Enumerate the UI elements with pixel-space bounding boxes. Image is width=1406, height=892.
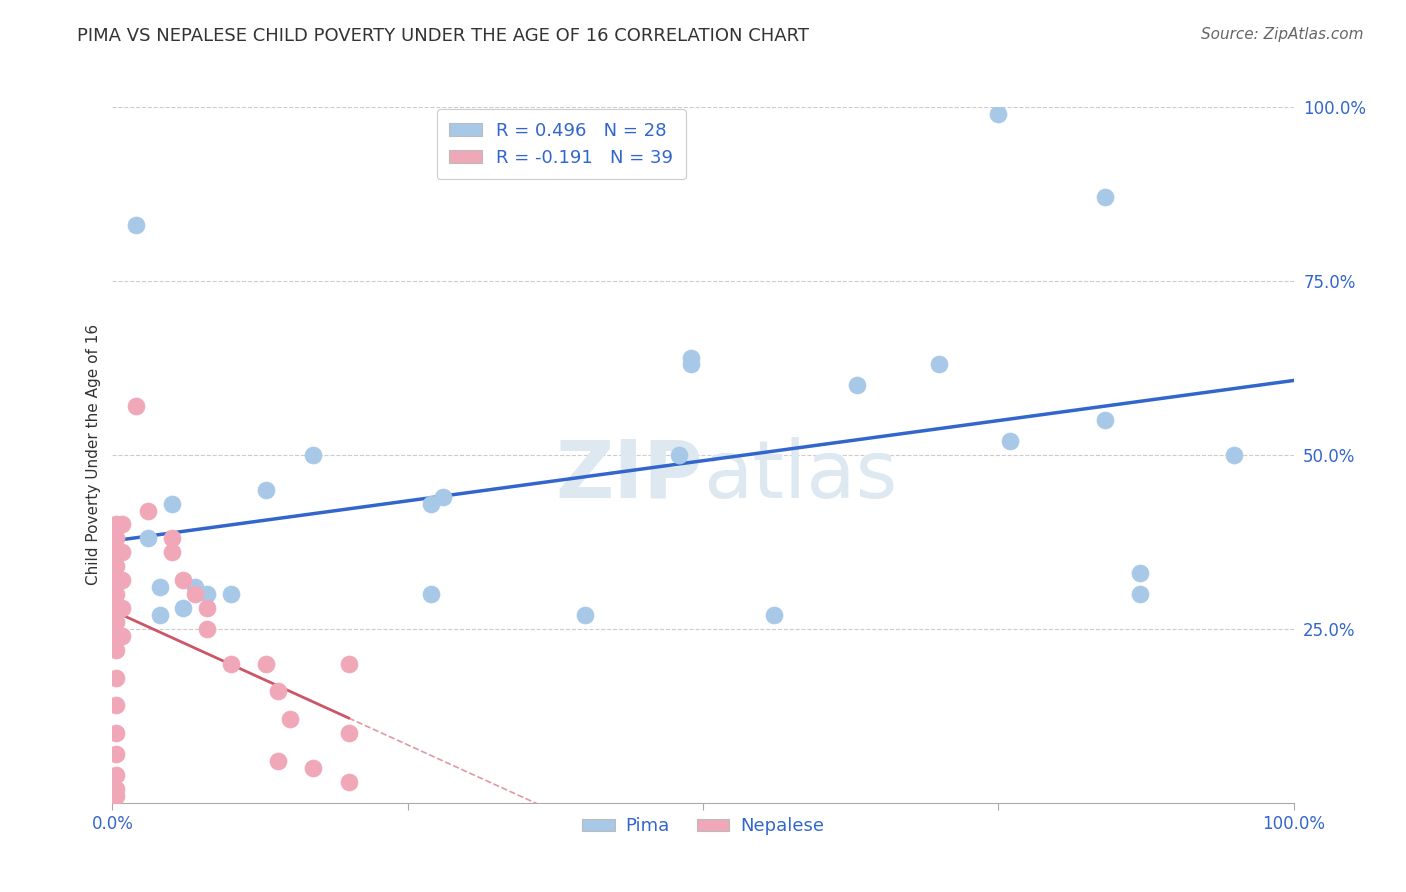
Point <box>105 726 128 740</box>
Point <box>136 503 159 517</box>
Point <box>160 497 183 511</box>
Point <box>125 399 148 413</box>
Point <box>105 789 128 803</box>
Point <box>105 768 128 782</box>
Point <box>195 601 218 615</box>
Point <box>987 107 1010 121</box>
Point <box>105 517 128 532</box>
Point <box>111 517 134 532</box>
Point <box>105 671 128 685</box>
Point <box>420 497 443 511</box>
Point <box>302 448 325 462</box>
Point <box>302 761 325 775</box>
Point <box>111 629 134 643</box>
Point <box>149 580 172 594</box>
Point <box>195 587 218 601</box>
Point <box>184 587 207 601</box>
Point <box>105 587 128 601</box>
Point <box>1223 448 1246 462</box>
Point <box>668 448 690 462</box>
Point <box>125 219 148 233</box>
Point <box>1129 566 1152 581</box>
Text: atlas: atlas <box>703 437 897 515</box>
Point <box>762 607 785 622</box>
Legend: Pima, Nepalese: Pima, Nepalese <box>575 810 831 842</box>
Point <box>1094 413 1116 427</box>
Point <box>254 483 277 497</box>
Point <box>1094 190 1116 204</box>
Point <box>105 573 128 587</box>
Point <box>105 615 128 629</box>
Y-axis label: Child Poverty Under the Age of 16: Child Poverty Under the Age of 16 <box>86 325 101 585</box>
Text: PIMA VS NEPALESE CHILD POVERTY UNDER THE AGE OF 16 CORRELATION CHART: PIMA VS NEPALESE CHILD POVERTY UNDER THE… <box>77 27 810 45</box>
Point <box>160 545 183 559</box>
Point <box>219 657 242 671</box>
Point <box>136 532 159 546</box>
Point <box>105 629 128 643</box>
Point <box>105 559 128 574</box>
Point <box>681 358 703 372</box>
Point <box>337 775 360 789</box>
Point <box>337 726 360 740</box>
Point <box>845 378 868 392</box>
Point <box>254 657 277 671</box>
Point <box>105 545 128 559</box>
Point <box>105 532 128 546</box>
Point <box>267 754 290 768</box>
Point <box>420 587 443 601</box>
Point <box>105 698 128 713</box>
Point <box>195 622 218 636</box>
Point <box>928 358 950 372</box>
Point <box>160 532 183 546</box>
Point <box>1129 587 1152 601</box>
Point <box>681 351 703 365</box>
Point <box>998 434 1021 448</box>
Point <box>278 712 301 726</box>
Point <box>111 573 134 587</box>
Point <box>172 573 194 587</box>
Point <box>219 587 242 601</box>
Point <box>105 781 128 796</box>
Point <box>172 601 194 615</box>
Point <box>105 747 128 761</box>
Point <box>105 601 128 615</box>
Text: Source: ZipAtlas.com: Source: ZipAtlas.com <box>1201 27 1364 42</box>
Point <box>111 601 134 615</box>
Point <box>105 642 128 657</box>
Point <box>267 684 290 698</box>
Point <box>184 580 207 594</box>
Point <box>337 657 360 671</box>
Point <box>432 490 454 504</box>
Point <box>111 545 134 559</box>
Text: ZIP: ZIP <box>555 437 703 515</box>
Point <box>574 607 596 622</box>
Point <box>149 607 172 622</box>
